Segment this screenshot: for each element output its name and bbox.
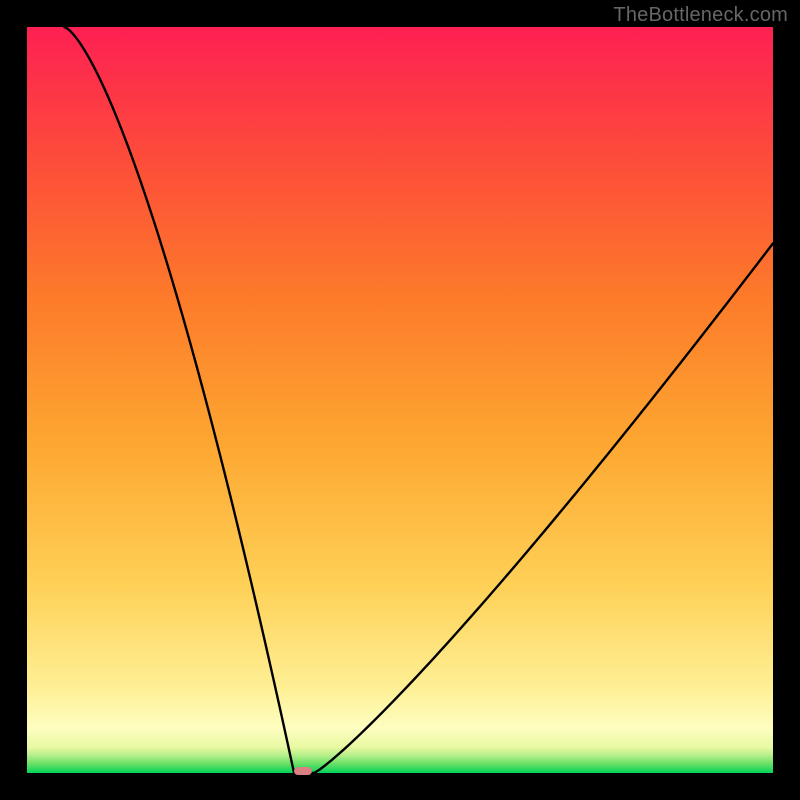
source-watermark: TheBottleneck.com [613,4,788,27]
minimum-marker [294,767,312,775]
chart-frame: TheBottleneck.com [0,0,800,800]
plot-svg [27,27,773,773]
gradient-background [27,27,773,773]
plot-area [27,27,773,773]
